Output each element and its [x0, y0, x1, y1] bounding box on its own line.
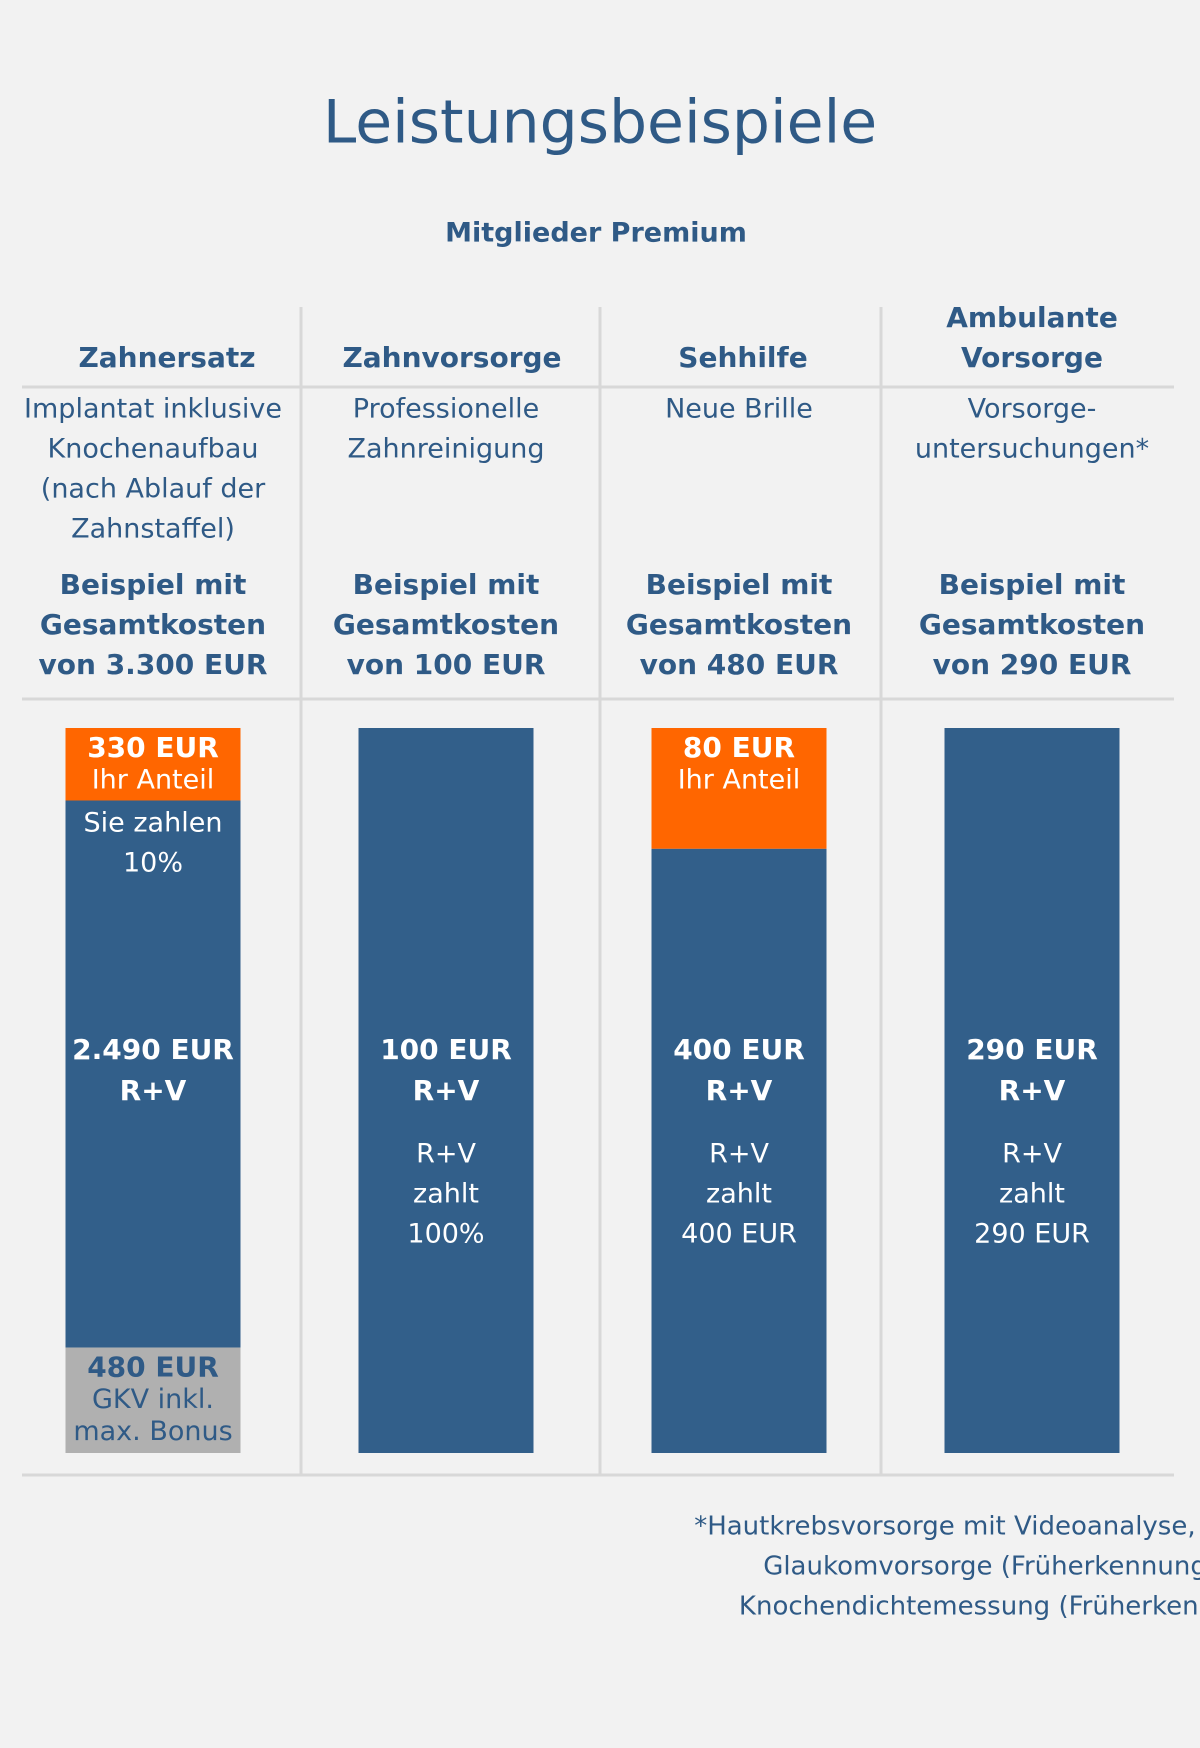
bar-note: 290 EUR: [974, 1219, 1090, 1250]
segment-label: R+V: [999, 1074, 1066, 1107]
example-cost: Gesamtkosten: [40, 608, 266, 641]
bar-segment: [651, 848, 827, 1453]
segment-label: Ihr Anteil: [678, 765, 801, 796]
bar-note: 100%: [407, 1219, 484, 1250]
column-description: Neue Brille: [665, 394, 813, 425]
subtitle: Mitglieder Premium: [445, 218, 747, 249]
segment-value: 290 EUR: [966, 1033, 1098, 1066]
bar-segment: [65, 800, 241, 1348]
bar-note: Sie zahlen: [84, 808, 223, 839]
bar-segment: [65, 1347, 241, 1453]
column-description: Implantat inklusive: [24, 394, 282, 425]
column-description: Professionelle: [353, 394, 539, 425]
column-description: Zahnstaffel): [71, 514, 235, 545]
segment-value: 480 EUR: [87, 1351, 219, 1384]
bar-note: R+V: [709, 1139, 769, 1170]
example-cost: Beispiel mit: [60, 568, 247, 601]
column-header: Ambulante: [946, 301, 1118, 334]
bar-note: R+V: [416, 1139, 476, 1170]
segment-label: Ihr Anteil: [92, 765, 215, 796]
segment-value: 2.490 EUR: [72, 1033, 234, 1066]
bar-segment: [651, 728, 827, 849]
column-header: Sehhilfe: [678, 341, 807, 374]
segment-value: 400 EUR: [673, 1033, 805, 1066]
segment-label: GKV inkl.: [92, 1384, 214, 1415]
example-cost: Beispiel mit: [353, 568, 540, 601]
segment-label: R+V: [706, 1074, 773, 1107]
example-cost: Beispiel mit: [939, 568, 1126, 601]
bar-note: 10%: [123, 848, 183, 879]
footnote: Knochendichtemessung (Früherkennung von …: [739, 1592, 1200, 1622]
footnote: *Hautkrebsvorsorge mit Videoanalyse, kle…: [694, 1512, 1200, 1542]
example-cost: Gesamtkosten: [919, 608, 1145, 641]
bar-note: R+V: [1002, 1139, 1062, 1170]
column-header: Zahnersatz: [78, 341, 255, 374]
segment-label: R+V: [120, 1074, 187, 1107]
bar-segment: [65, 728, 241, 801]
segment-value: 330 EUR: [87, 731, 219, 764]
example-cost: von 290 EUR: [933, 648, 1132, 681]
bar-note: zahlt: [706, 1179, 772, 1210]
bar-segment: [358, 728, 534, 1453]
segment-label: R+V: [413, 1074, 480, 1107]
column-description: Knochenaufbau: [48, 434, 259, 465]
example-cost: Beispiel mit: [646, 568, 833, 601]
footnote: Glaukomvorsorge (Früherkennung eines grü…: [763, 1552, 1200, 1582]
column-header: Zahnvorsorge: [342, 341, 561, 374]
column-description: Vorsorge-: [968, 394, 1097, 425]
example-cost: von 3.300 EUR: [39, 648, 268, 681]
column-description: untersuchungen*: [915, 434, 1149, 465]
column-description: Zahnreinigung: [347, 434, 544, 465]
page-title: Leistungsbeispiele: [323, 88, 877, 158]
segment-value: 80 EUR: [683, 731, 795, 764]
example-cost: von 480 EUR: [640, 648, 839, 681]
bar-segment: [944, 728, 1120, 1453]
bar-note: zahlt: [999, 1179, 1065, 1210]
column-description: (nach Ablauf der: [41, 474, 266, 505]
segment-label: max. Bonus: [73, 1416, 232, 1447]
column-header: Vorsorge: [961, 341, 1103, 374]
segment-value: 100 EUR: [380, 1033, 512, 1066]
bar-note: 400 EUR: [681, 1219, 797, 1250]
example-cost: Gesamtkosten: [626, 608, 852, 641]
example-cost: Gesamtkosten: [333, 608, 559, 641]
bar-note: zahlt: [413, 1179, 479, 1210]
example-cost: von 100 EUR: [347, 648, 546, 681]
